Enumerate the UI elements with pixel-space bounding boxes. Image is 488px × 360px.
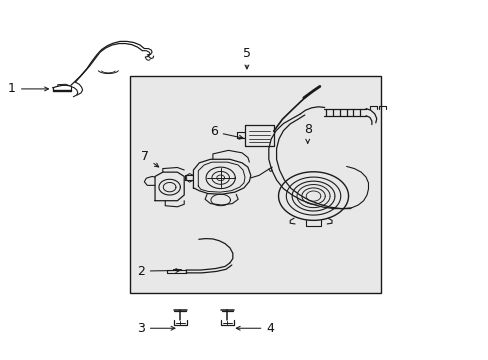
Text: 6: 6 [209,125,243,139]
Text: 7: 7 [141,150,158,167]
Text: 2: 2 [137,265,180,278]
Text: 8: 8 [303,123,311,143]
Text: 5: 5 [243,47,250,69]
FancyBboxPatch shape [130,76,380,293]
Text: 3: 3 [137,322,175,335]
Text: 1: 1 [8,82,48,95]
Text: 4: 4 [236,322,274,335]
